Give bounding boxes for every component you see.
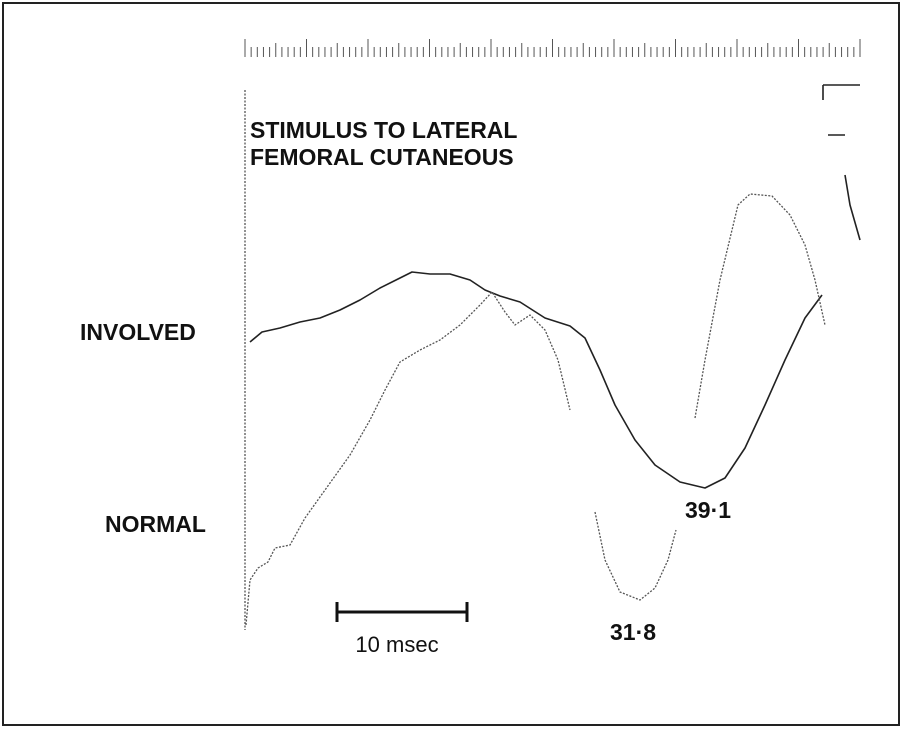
peak-label: 39·1 <box>685 497 731 523</box>
normal-trace <box>245 291 571 626</box>
stimulus-label: STIMULUS TO LATERAL <box>250 117 517 143</box>
frame <box>2 2 900 726</box>
scale-bar <box>335 602 469 622</box>
calibration-step <box>822 84 861 241</box>
normal-trace <box>694 193 826 419</box>
trace-label: NORMAL <box>105 511 206 537</box>
trace-label: INVOLVED <box>80 319 196 345</box>
stimulus-label: FEMORAL CUTANEOUS <box>250 144 514 170</box>
normal-trace <box>594 511 677 601</box>
involved-trace <box>249 271 823 489</box>
scale-bar-label: 10 msec <box>355 632 438 657</box>
peak-label: 31·8 <box>610 619 656 645</box>
time-ruler <box>244 39 861 57</box>
